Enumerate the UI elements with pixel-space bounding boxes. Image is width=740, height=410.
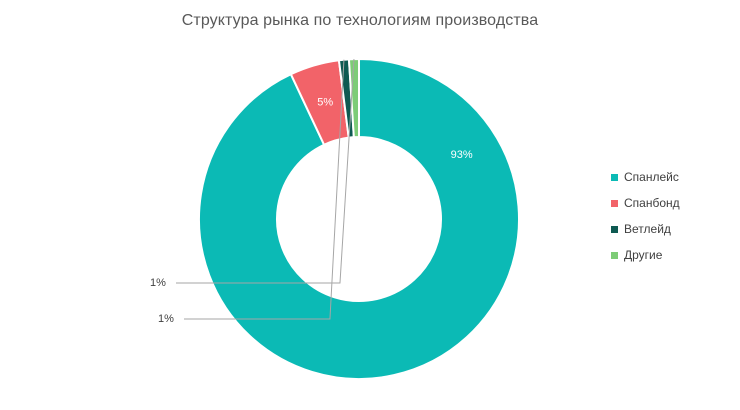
chart-title: Структура рынка по технологиям производс… bbox=[181, 12, 539, 29]
legend-item: Спанбонд bbox=[611, 190, 731, 216]
legend-swatch-spunbond bbox=[611, 199, 618, 207]
leader-lines bbox=[176, 59, 355, 320]
slice-spunlace bbox=[198, 57, 520, 380]
slice-other bbox=[347, 57, 360, 139]
leader-line-wetlaid bbox=[184, 59, 345, 320]
legend: Спанлейс Спанбонд Ветлейд Другие bbox=[611, 164, 731, 268]
legend-item: Спанлейс bbox=[611, 164, 731, 190]
legend-label: Ветлейд bbox=[624, 222, 671, 236]
legend-label: Спанлейс bbox=[624, 170, 679, 184]
data-label-spunbond: 5% bbox=[317, 97, 333, 109]
leader-line-other bbox=[176, 59, 355, 284]
data-labels: 93% 5% 1% 1% bbox=[150, 97, 473, 325]
data-label-wetlaid: 1% bbox=[158, 313, 174, 325]
legend-label: Спанбонд bbox=[624, 196, 680, 210]
legend-swatch-other bbox=[611, 251, 618, 259]
legend-swatch-wetlaid bbox=[611, 225, 618, 233]
donut-slices bbox=[198, 57, 520, 380]
data-label-spunlace: 93% bbox=[451, 149, 473, 161]
data-label-other: 1% bbox=[150, 277, 166, 289]
legend-item: Другие bbox=[611, 242, 731, 268]
legend-item: Ветлейд bbox=[611, 216, 731, 242]
legend-label: Другие bbox=[624, 248, 663, 262]
legend-swatch-spunlace bbox=[611, 173, 618, 181]
